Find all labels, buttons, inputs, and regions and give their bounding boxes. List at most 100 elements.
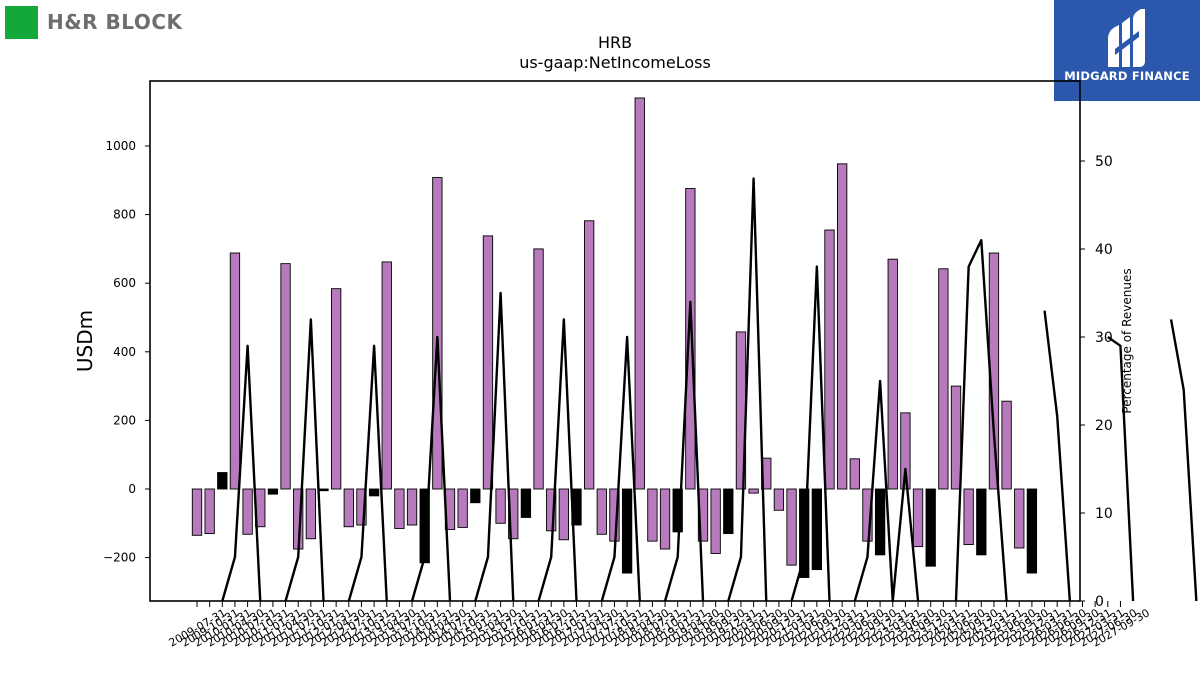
bar [723, 488, 734, 535]
midgard-finance-logo: MIDGARD FINANCE [1054, 0, 1200, 101]
bar [217, 472, 228, 490]
bar [482, 235, 494, 490]
y-tick-label: 200 [113, 413, 136, 427]
bar [343, 488, 354, 528]
bar [900, 412, 911, 490]
y2-tick-label: 20 [1095, 418, 1113, 434]
percentage-line-segment [474, 291, 515, 602]
y2-tick-label: 40 [1095, 242, 1113, 258]
bar [331, 288, 342, 490]
bar [229, 252, 241, 490]
percentage-line-segment [537, 318, 578, 602]
bar [419, 488, 430, 564]
percentage-line-segment [790, 265, 831, 602]
bar [558, 488, 570, 541]
bar [1026, 488, 1038, 574]
bar [495, 488, 506, 524]
percentage-line-segment [600, 335, 641, 602]
midgard-logo-text: MIDGARD FINANCE [1064, 69, 1190, 83]
y2-tick-label: 30 [1095, 330, 1113, 346]
y2-tick-label: 10 [1095, 506, 1113, 522]
bar [748, 488, 759, 494]
y-axis-label: USDm [73, 310, 97, 372]
bar [976, 488, 987, 556]
bar [394, 488, 405, 529]
bar [470, 488, 481, 504]
bar [925, 488, 936, 567]
y-tick-label: −200 [103, 551, 136, 565]
bar [1001, 400, 1012, 490]
chart-title: HRB [598, 33, 632, 52]
percentage-line-segment [1169, 319, 1198, 602]
bar [710, 488, 721, 554]
y2-tick-label: 50 [1095, 154, 1113, 170]
bar [938, 268, 949, 490]
bar [824, 229, 835, 490]
bar [963, 488, 974, 546]
y-tick-label: 600 [113, 276, 136, 290]
midgard-logo-icon [1108, 9, 1145, 67]
y-tick-label: 1000 [105, 139, 136, 153]
bar [242, 488, 253, 535]
percentage-line-segment [727, 177, 768, 602]
percentage-line-segment [410, 335, 452, 602]
bar [280, 263, 291, 490]
bars-layer [191, 97, 1038, 578]
bar [912, 488, 924, 548]
percentage-line-segment [284, 318, 325, 602]
bar [533, 248, 544, 490]
bar [305, 488, 316, 540]
bar [887, 258, 898, 490]
bar [381, 261, 392, 490]
bar [659, 488, 671, 550]
x-axis: 2009-07-312009-10-312010-01-312010-04-30… [167, 601, 1152, 650]
bar [621, 488, 633, 574]
bar [837, 163, 848, 490]
bar [368, 488, 380, 497]
y-tick-label: 0 [128, 482, 136, 496]
y2-axis: 0 10 20 30 40 50 [1080, 154, 1113, 610]
percentage-line-segment [663, 300, 705, 602]
bar [356, 488, 367, 526]
y2-axis-label: Percentage of Revenues [1120, 268, 1134, 413]
plot-frame [149, 80, 1081, 602]
y-axis: −200 0 200 400 600 800 1000 [103, 139, 150, 565]
bar [318, 488, 329, 492]
hr-block-logo-mark [5, 5, 38, 39]
bar [584, 220, 595, 490]
percentage-line-segment [853, 379, 920, 603]
bar [773, 488, 785, 511]
percentage-line-segment [954, 238, 1008, 602]
bar [432, 177, 443, 490]
bar [685, 188, 696, 490]
bar [406, 488, 418, 526]
bar [1014, 488, 1025, 549]
bar [546, 488, 557, 532]
bar [520, 488, 532, 518]
hr-block-logo: H&R BLOCK [5, 5, 183, 39]
y-tick-label: 400 [113, 345, 136, 359]
percentage-line-segment [1107, 336, 1135, 602]
bar [634, 97, 645, 490]
bar [191, 488, 203, 536]
percentage-line-segment [221, 344, 262, 602]
bar [204, 488, 215, 535]
bar [596, 488, 607, 535]
percentage-line-layer [221, 177, 1198, 603]
percentage-line-segment [347, 344, 388, 602]
y2-tick-label: 0 [1095, 594, 1104, 610]
y-tick-label: 800 [113, 208, 136, 222]
bar [267, 488, 279, 495]
bar [786, 488, 797, 566]
bar [849, 458, 860, 490]
bar [950, 385, 962, 490]
bar [811, 488, 823, 571]
bar [457, 488, 468, 528]
bar [874, 488, 886, 556]
bar [672, 488, 683, 533]
bar [647, 488, 658, 542]
chart-subtitle: us-gaap:NetIncomeLoss [519, 53, 711, 72]
percentage-line-segment [1043, 310, 1072, 602]
hr-block-logo-text: H&R BLOCK [47, 10, 183, 34]
